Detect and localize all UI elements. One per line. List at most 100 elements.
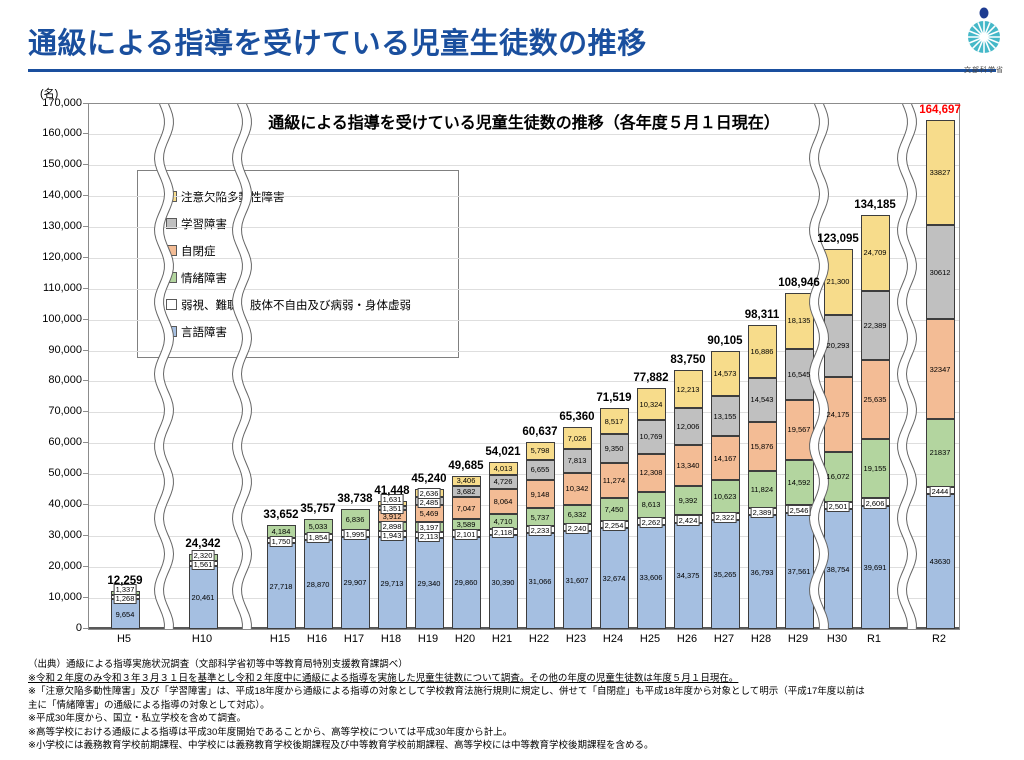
bar-segment-value: 8,517 — [604, 416, 624, 426]
bar-total-label: 134,185 — [854, 198, 896, 211]
bar-segment — [784, 348, 814, 400]
x-axis-tick-label: H17 — [343, 633, 365, 645]
bar-segment — [488, 535, 518, 629]
bar-total-label: 38,738 — [337, 493, 373, 506]
bar-segment-value: 2,233 — [528, 525, 552, 537]
bar-total-label: 45,240 — [411, 473, 447, 486]
y-axis-tick-mark — [83, 256, 88, 258]
bar-segment-value: 1,337 — [113, 583, 137, 595]
bar-segment — [860, 439, 890, 499]
bar-segment-value: 1,631 — [380, 493, 404, 505]
bar-segment-value: 5,469 — [419, 509, 439, 519]
bar-segment-value: 20,293 — [826, 341, 850, 351]
legend-color-swatch — [166, 299, 177, 310]
bar-segment — [673, 408, 703, 446]
gridline — [89, 566, 959, 568]
y-axis-tick-label: 30,000 — [48, 528, 82, 541]
bar-segment-value: 1,854 — [306, 532, 330, 544]
x-axis-tick-label: H30 — [826, 633, 848, 645]
bar-total-label: 12,259 — [107, 575, 143, 588]
bar-segment — [377, 537, 407, 629]
bar-segment-value: 8,064 — [493, 497, 513, 507]
bar-segment-value: 9,350 — [604, 444, 624, 454]
bar-segment-value: 9,392 — [678, 496, 698, 506]
bar-segment-value: 34,375 — [676, 571, 700, 581]
y-axis-tick-label: 50,000 — [48, 467, 82, 480]
bar-segment-value: 2,389 — [750, 507, 774, 519]
bar-segment-value: 2,546 — [787, 504, 811, 516]
y-axis-tick-label: 170,000 — [42, 96, 82, 109]
y-axis-tick-mark — [83, 503, 88, 505]
gridline — [89, 319, 959, 321]
bar-segment-value: 11,274 — [602, 476, 626, 486]
bar-total-label: 164,697 — [919, 104, 961, 117]
bar-segment — [525, 480, 555, 509]
bar-segment-value: 2,322 — [713, 512, 737, 523]
bar-segment-value: 39,691 — [863, 563, 887, 573]
legend-item-label: 注意欠陥多動性障害 — [181, 191, 285, 204]
bar-segment-value: 10,324 — [639, 399, 663, 409]
gridline — [89, 597, 959, 599]
bar-segment — [525, 459, 555, 481]
bar-segment-value: 9,148 — [530, 489, 550, 499]
y-axis-tick-mark — [83, 164, 88, 166]
y-axis-tick-mark — [83, 380, 88, 382]
bar-segment-value: 1,750 — [269, 536, 293, 548]
legend-item-label: 学習障害 — [181, 218, 227, 231]
x-axis-tick-label: H18 — [380, 633, 402, 645]
y-axis-tick-mark — [83, 442, 88, 444]
bar-segment — [303, 539, 333, 629]
bar-segment-value: 29,340 — [417, 579, 441, 589]
bar-segment — [925, 494, 955, 629]
gridline — [89, 134, 959, 136]
bar-segment — [414, 538, 444, 629]
bar-segment-value: 14,592 — [787, 478, 811, 488]
bar-segment-value: 2,424 — [676, 514, 700, 526]
footnote-line: ※高等学校における通級による指導は平成30年度開始であることから、高等学校につい… — [28, 726, 513, 738]
y-axis-tick-label: 0 — [75, 621, 82, 634]
bar-segment-value: 24,709 — [863, 248, 887, 258]
gridline — [89, 381, 959, 383]
y-axis-tick-label: 110,000 — [43, 281, 82, 294]
gridline — [89, 412, 959, 414]
bar-segment-value: 2,636 — [417, 487, 441, 499]
chart-title: 通級による指導を受けている児童生徒数の推移（各年度５月１日現在） — [268, 115, 780, 132]
y-axis-tick-label: 100,000 — [42, 312, 82, 325]
bar-segment-value: 4,710 — [493, 516, 513, 526]
y-axis-tick-label: 40,000 — [48, 497, 82, 510]
bar-segment-value: 4,013 — [493, 463, 513, 473]
y-axis-unit-label: (名) — [40, 88, 59, 100]
y-axis-tick-mark — [83, 627, 88, 629]
y-axis-tick-label: 150,000 — [42, 158, 82, 171]
bar-segment-value: 33827 — [929, 168, 951, 178]
bar-segment-value: 4,184 — [271, 527, 291, 537]
bar-segment-value: 32347 — [929, 364, 951, 374]
y-axis-tick-label: 130,000 — [42, 220, 82, 233]
bar-segment-value: 31,066 — [528, 576, 552, 586]
bar-segment-value: 6,836 — [345, 515, 365, 525]
bar-segment-value: 6,332 — [567, 510, 587, 520]
bar-segment-value: 38,754 — [826, 564, 850, 574]
x-axis-tick-label: H20 — [454, 633, 476, 645]
bar-total-label: 24,342 — [185, 537, 221, 550]
mext-logo-icon — [968, 7, 1000, 53]
bar-segment-value: 18,135 — [787, 316, 811, 326]
axis-break-wave — [231, 104, 253, 629]
bar-segment — [823, 509, 853, 629]
bar-segment-value: 16,072 — [826, 472, 850, 482]
bar-total-label: 60,637 — [522, 425, 558, 438]
x-axis-tick-label: H15 — [269, 633, 291, 645]
bar-segment-value: 6,655 — [530, 465, 550, 475]
footnote-line: 主に「情緒障害」の通級による指導の対象として対応）。 — [28, 699, 270, 711]
bar-segment — [784, 292, 814, 349]
chart-plot-area: 通級による指導を受けている児童生徒数の推移（各年度５月１日現在） 注意欠陥多動性… — [88, 103, 961, 630]
bar-segment — [710, 520, 740, 629]
bar-segment-value: 15,876 — [750, 442, 774, 452]
bar-segment-value: 19,155 — [863, 464, 887, 474]
bar-segment-value: 2,254 — [602, 520, 626, 532]
gridline — [89, 350, 959, 352]
bar-segment — [860, 214, 890, 291]
bar-total-label: 98,311 — [744, 309, 780, 322]
gridline — [89, 165, 959, 167]
bar-segment — [110, 599, 140, 629]
